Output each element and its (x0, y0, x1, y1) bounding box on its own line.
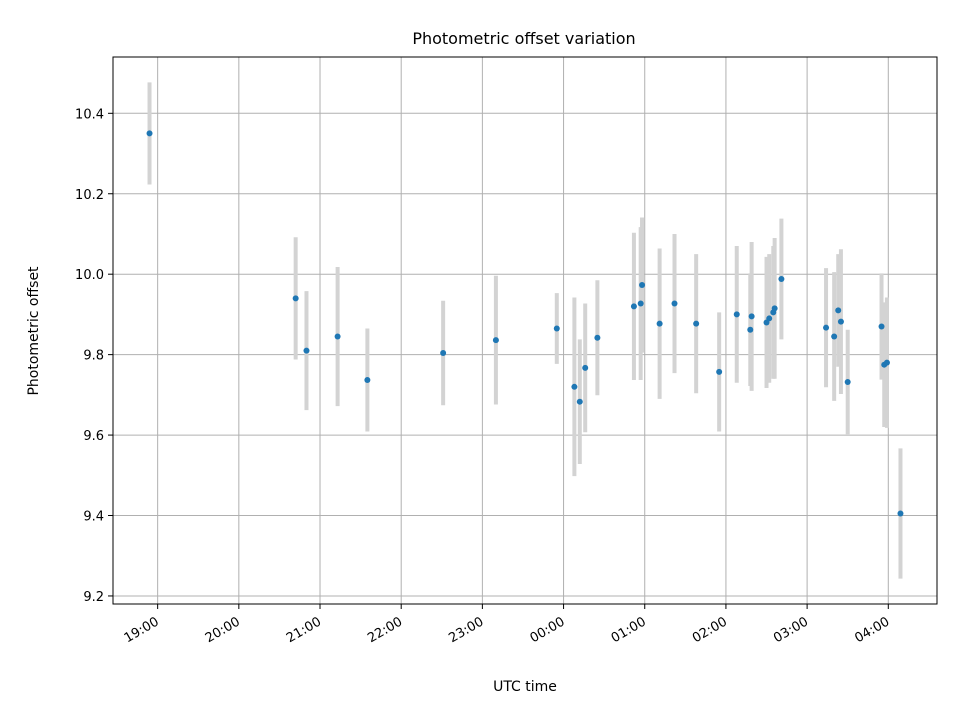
data-point (748, 313, 755, 320)
x-tick-label: 23:00 (446, 614, 486, 646)
data-point (771, 305, 778, 312)
x-tick-label: 19:00 (122, 614, 162, 646)
data-point (334, 333, 341, 340)
data-point (576, 398, 583, 405)
x-tick-label: 04:00 (852, 614, 892, 646)
x-tick-label: 21:00 (284, 614, 324, 646)
data-point (897, 510, 904, 517)
data-point (693, 320, 700, 327)
y-axis-label: Photometric offset (26, 266, 42, 396)
y-tick-label: 9.8 (83, 349, 104, 364)
data-point (571, 383, 578, 390)
x-tick-label: 00:00 (528, 614, 568, 646)
data-point (747, 326, 754, 333)
x-tick-label: 02:00 (690, 614, 730, 646)
data-point (878, 323, 885, 330)
y-tick-label: 9.4 (83, 510, 104, 525)
y-tick-label: 10.2 (75, 188, 104, 203)
data-point (440, 350, 447, 357)
data-point (766, 315, 773, 322)
data-point (835, 307, 842, 314)
data-point (146, 130, 153, 137)
y-tick-label: 9.6 (83, 429, 104, 444)
data-point (303, 347, 310, 354)
x-tick-label: 03:00 (771, 614, 811, 646)
x-tick-label: 22:00 (365, 614, 405, 646)
error-bars (147, 82, 903, 579)
data-point (637, 300, 644, 307)
chart-title: Photometric offset variation (412, 29, 635, 48)
data-point (733, 311, 740, 318)
plot-frame (112, 56, 938, 605)
data-point (671, 300, 678, 307)
x-axis-ticks: 19:00 20:00 21:00 22:00 23:00 00:00 01:00 02:00… (122, 604, 892, 646)
data-point (594, 334, 601, 341)
data-point (639, 282, 646, 289)
y-axis-ticks: 9.2 9.4 9.6 9.8 10.0 10.2 10.4 (75, 107, 113, 605)
data-points (146, 130, 904, 517)
x-tick-label: 20:00 (203, 614, 243, 646)
data-point (292, 295, 299, 302)
data-point (716, 368, 723, 375)
data-point (844, 378, 851, 385)
x-axis-label: UTC time (493, 679, 557, 695)
data-point (630, 303, 637, 310)
data-point (582, 364, 589, 371)
x-tick-label: 01:00 (609, 614, 649, 646)
data-point (831, 333, 838, 340)
y-tick-label: 10.0 (75, 268, 104, 283)
data-point (656, 320, 663, 327)
y-tick-label: 10.4 (75, 107, 104, 122)
data-point (778, 276, 785, 283)
data-point (883, 359, 890, 366)
grid (113, 57, 937, 604)
y-tick-label: 9.2 (83, 590, 104, 605)
data-point (837, 318, 844, 325)
data-point (553, 325, 560, 332)
data-point (364, 376, 371, 383)
data-point (492, 337, 499, 344)
data-point (823, 324, 830, 331)
